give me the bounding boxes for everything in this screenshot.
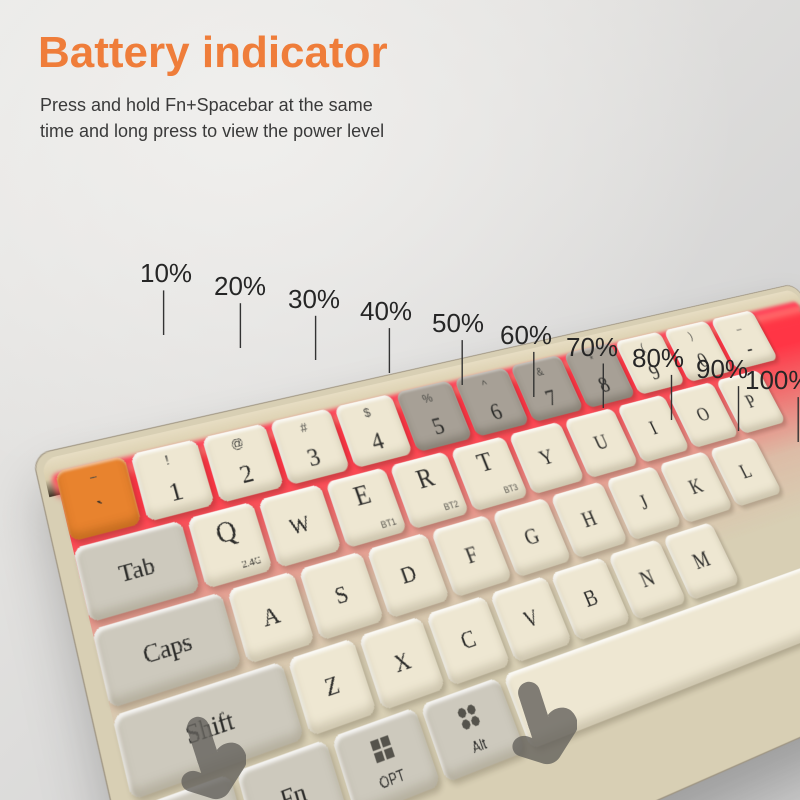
svg-text:20%: 20%: [214, 271, 266, 301]
svg-text:40%: 40%: [360, 296, 412, 326]
svg-text:30%: 30%: [288, 284, 340, 314]
svg-text:100%: 100%: [745, 365, 800, 395]
svg-text:90%: 90%: [696, 354, 748, 384]
svg-text:70%: 70%: [566, 332, 618, 362]
svg-text:50%: 50%: [432, 308, 484, 338]
svg-text:10%: 10%: [140, 258, 192, 288]
svg-text:60%: 60%: [500, 320, 552, 350]
svg-text:80%: 80%: [632, 343, 684, 373]
